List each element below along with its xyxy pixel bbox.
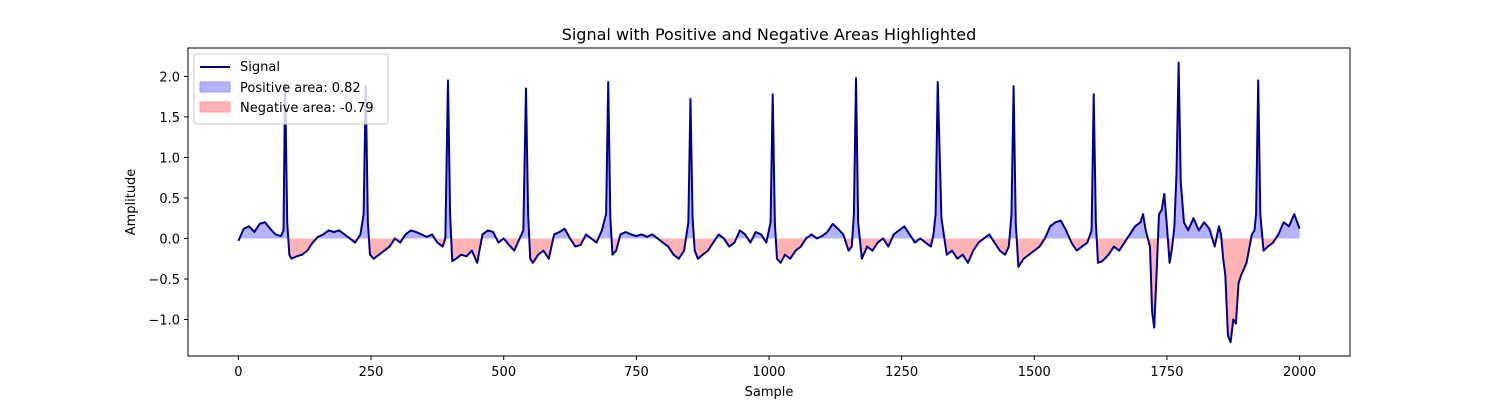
legend-label-signal: Signal: [240, 60, 280, 75]
y-tick-label: −0.5: [148, 273, 180, 288]
x-tick-label: 500: [491, 365, 516, 380]
y-tick-label: 0.0: [159, 232, 180, 247]
y-tick-label: 0.5: [159, 192, 180, 207]
signal-line-layer: [237, 61, 1301, 344]
y-axis-ticks: −1.0 −0.5 0.0 0.5 1.0 1.5 2.0: [148, 70, 188, 329]
y-tick-label: 1.0: [159, 151, 180, 166]
signal-line: [237, 61, 1301, 344]
x-tick-label: 250: [359, 365, 384, 380]
legend-box: [193, 53, 389, 125]
x-tick-label: 750: [624, 365, 649, 380]
x-tick-label: 1750: [1150, 365, 1183, 380]
y-axis-label: Amplitude: [124, 169, 139, 236]
x-tick-label: 1250: [885, 365, 918, 380]
y-tick-label: 2.0: [159, 70, 180, 85]
y-tick-label: 1.5: [159, 111, 180, 126]
x-tick-label: 2000: [1283, 365, 1316, 380]
legend-label-positive: Positive area: 0.82: [240, 81, 361, 96]
area-fills: [238, 62, 1300, 343]
legend-positive-swatch: [199, 81, 231, 93]
x-tick-label: 0: [234, 365, 242, 380]
x-tick-label: 1500: [1018, 365, 1051, 380]
x-axis-ticks: 0 250 500 750 1000 1250 1500 1750 2000: [234, 356, 1316, 380]
positive-area: [238, 62, 1300, 239]
legend: Signal Positive area: 0.82 Negative area…: [193, 53, 389, 125]
y-tick-label: −1.0: [148, 314, 180, 329]
legend-label-negative: Negative area: -0.79: [240, 101, 374, 116]
chart-title: Signal with Positive and Negative Areas …: [562, 25, 977, 44]
x-axis-label: Sample: [745, 385, 794, 400]
legend-negative-swatch: [199, 101, 231, 113]
x-tick-label: 1000: [752, 365, 785, 380]
